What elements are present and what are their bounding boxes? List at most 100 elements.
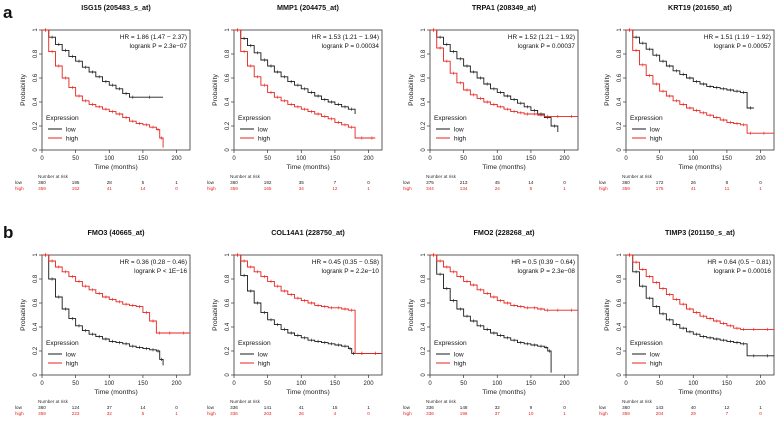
risk-count-low: 143 [656,405,664,410]
risk-count-high: 12 [332,186,338,191]
plot-frame [429,29,579,151]
risk-count-high: 4 [334,411,337,416]
x-axis-label: Time (months) [482,389,526,396]
x-tick-label: 200 [560,381,571,387]
chart-title: TRPA1 (208349_at) [472,3,537,12]
legend-high-label: high [66,136,79,143]
risk-count-high: 359 [622,186,630,191]
risk-count-high: 359 [38,411,46,416]
y-tick-label: 0.2 [225,346,231,355]
risk-count-high: 359 [622,411,630,416]
risk-count-low: 213 [460,180,468,185]
risk-count-high: 196 [460,411,468,416]
risk-count-low: 1 [759,405,762,410]
risk-row-high-label: high [403,411,412,416]
y-axis-label: Probability [408,299,415,331]
risk-count-high: 0 [175,186,178,191]
legend-low-label: low [454,352,464,359]
hazard-ratio-text: HR = 0.45 (0.35 − 0.58) [312,259,379,266]
km-panel-3: TRPA1 (208349_at)00.20.40.60.810 50 100 150… [403,3,579,191]
risk-count-low: 8 [726,180,729,185]
x-tick-label: 100 [296,381,307,387]
risk-row-low-label: low [207,405,215,410]
risk-row-high-label: high [207,411,216,416]
y-tick-label: 0 [421,148,427,152]
risk-count-low: 14 [528,180,534,185]
km-curve-high [234,29,376,139]
x-tick-label: 50 [72,381,79,387]
plot-frame [625,29,775,151]
x-tick-label: 200 [172,381,183,387]
risk-count-high: 37 [495,411,501,416]
y-tick-label: 0.6 [225,73,231,82]
risk-count-low: 26 [691,180,697,185]
risk-count-high: 165 [264,186,272,191]
y-tick-label: 0.4 [225,97,231,106]
plot-frame [233,254,383,376]
risk-count-low: 40 [691,405,697,410]
y-tick-label: 0.4 [617,322,623,331]
plot-frame [625,254,775,376]
risk-count-low: 32 [495,405,501,410]
chart-title: ISG15 (205483_s_at) [81,3,151,12]
risk-table-header: Number at risk [622,399,653,404]
x-tick-label: 0 [624,381,628,387]
legend-title: Expression [434,115,467,122]
legend-high-label: high [258,136,271,143]
risk-count-low: 195 [72,180,80,185]
risk-count-low: 375 [426,180,434,185]
legend-low-label: low [258,352,268,359]
risk-count-low: 172 [656,180,664,185]
legend-low-label: low [258,127,268,134]
risk-table-header: Number at risk [38,399,69,404]
km-panel-8: TIMP3 (201150_s_at)00.20.40.60.810 50 100 1… [599,228,775,416]
y-tick-label: 1 [225,28,231,32]
y-tick-label: 0.8 [225,274,231,283]
legend-title: Expression [630,340,663,347]
logrank-p-text: logrank P = 2.2e−10 [322,268,380,275]
risk-row-high-label: high [599,411,608,416]
logrank-p-text: logrank P = 2.3e−07 [130,43,188,50]
y-tick-label: 0.8 [33,49,39,58]
risk-count-high: 5 [142,411,145,416]
x-tick-label: 50 [460,156,467,162]
x-tick-label: 0 [40,381,44,387]
y-tick-label: 0.6 [617,298,623,307]
x-tick-label: 50 [264,156,271,162]
risk-count-low: 1 [175,180,178,185]
risk-count-low: 0 [563,180,566,185]
x-tick-label: 200 [756,381,767,387]
risk-count-low: 41 [299,405,305,410]
y-tick-label: 0 [225,148,231,152]
x-tick-label: 150 [722,156,733,162]
plot-frame [429,254,579,376]
risk-row-high-label: high [15,186,24,191]
risk-count-low: 360 [622,180,630,185]
chart-title: TIMP3 (201150_s_at) [665,228,736,237]
y-axis-label: Probability [212,74,219,106]
y-axis-label: Probability [20,299,27,331]
x-tick-label: 100 [492,381,503,387]
x-tick-label: 200 [560,156,571,162]
legend-low-label: low [650,127,660,134]
risk-count-high: 1 [367,186,370,191]
y-tick-label: 0.2 [33,121,39,130]
y-tick-label: 1 [421,253,427,257]
legend-low-label: low [66,127,76,134]
logrank-p-text: logrank P = 2.3e−08 [518,268,576,275]
risk-row-high-label: high [599,186,608,191]
x-axis-label: Time (months) [94,164,138,171]
risk-row-low-label: low [403,180,411,185]
risk-table-header: Number at risk [230,174,261,179]
x-axis-label: Time (months) [286,164,330,171]
x-tick-label: 50 [460,381,467,387]
km-curve-high [430,254,578,311]
y-tick-label: 0.4 [421,322,427,331]
risk-count-high: 134 [460,186,468,191]
y-tick-label: 0.4 [617,97,623,106]
y-tick-label: 0.4 [225,322,231,331]
risk-count-high: 24 [495,186,501,191]
x-tick-label: 150 [330,156,341,162]
y-tick-label: 0.2 [421,346,427,355]
panel-label-b: b [3,223,13,242]
